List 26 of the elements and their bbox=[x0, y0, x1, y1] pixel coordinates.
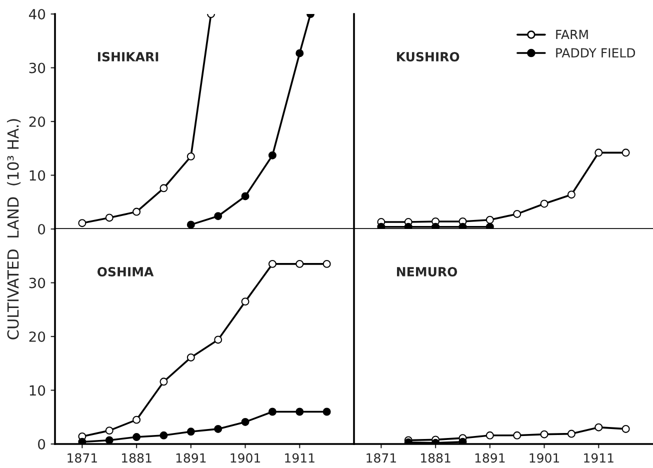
y-tick-label: 20 bbox=[29, 116, 46, 127]
x-tick-label: 1871 bbox=[366, 453, 396, 463]
annotation: OSHIMA bbox=[97, 267, 154, 276]
x-tick-label: 1881 bbox=[421, 453, 450, 463]
legend-label: PADDY FIELD bbox=[556, 48, 636, 58]
y-tick-label: 10 bbox=[30, 170, 46, 181]
y-tick-label: 20 bbox=[29, 331, 46, 342]
x-tick-label: 1901 bbox=[530, 453, 560, 463]
x-tick-label: 1891 bbox=[475, 453, 505, 463]
y-axis-title: CULTIVATED LAND (10³ HA.) bbox=[6, 119, 21, 340]
y-tick-label: 30 bbox=[29, 278, 46, 288]
legend-label: FARM bbox=[556, 30, 588, 40]
y-tick-label: 0 bbox=[38, 224, 46, 234]
annotation: KUSHIRO bbox=[397, 52, 460, 62]
y-tick-label: 30 bbox=[29, 62, 46, 74]
x-tick-label: 1901 bbox=[230, 453, 260, 463]
annotation: ISHIKARI bbox=[98, 52, 158, 62]
x-tick-label: 1881 bbox=[122, 453, 152, 463]
x-tick-label: 1871 bbox=[68, 453, 97, 463]
x-tick-label: 1911 bbox=[285, 453, 314, 463]
x-tick-label: 1891 bbox=[176, 453, 206, 463]
y-tick-label: 40 bbox=[28, 8, 46, 20]
y-tick-label: 0 bbox=[38, 438, 46, 450]
y-tick-label: 10 bbox=[30, 385, 46, 396]
x-tick-label: 1911 bbox=[584, 453, 614, 463]
annotation: NEMURO bbox=[397, 267, 458, 276]
